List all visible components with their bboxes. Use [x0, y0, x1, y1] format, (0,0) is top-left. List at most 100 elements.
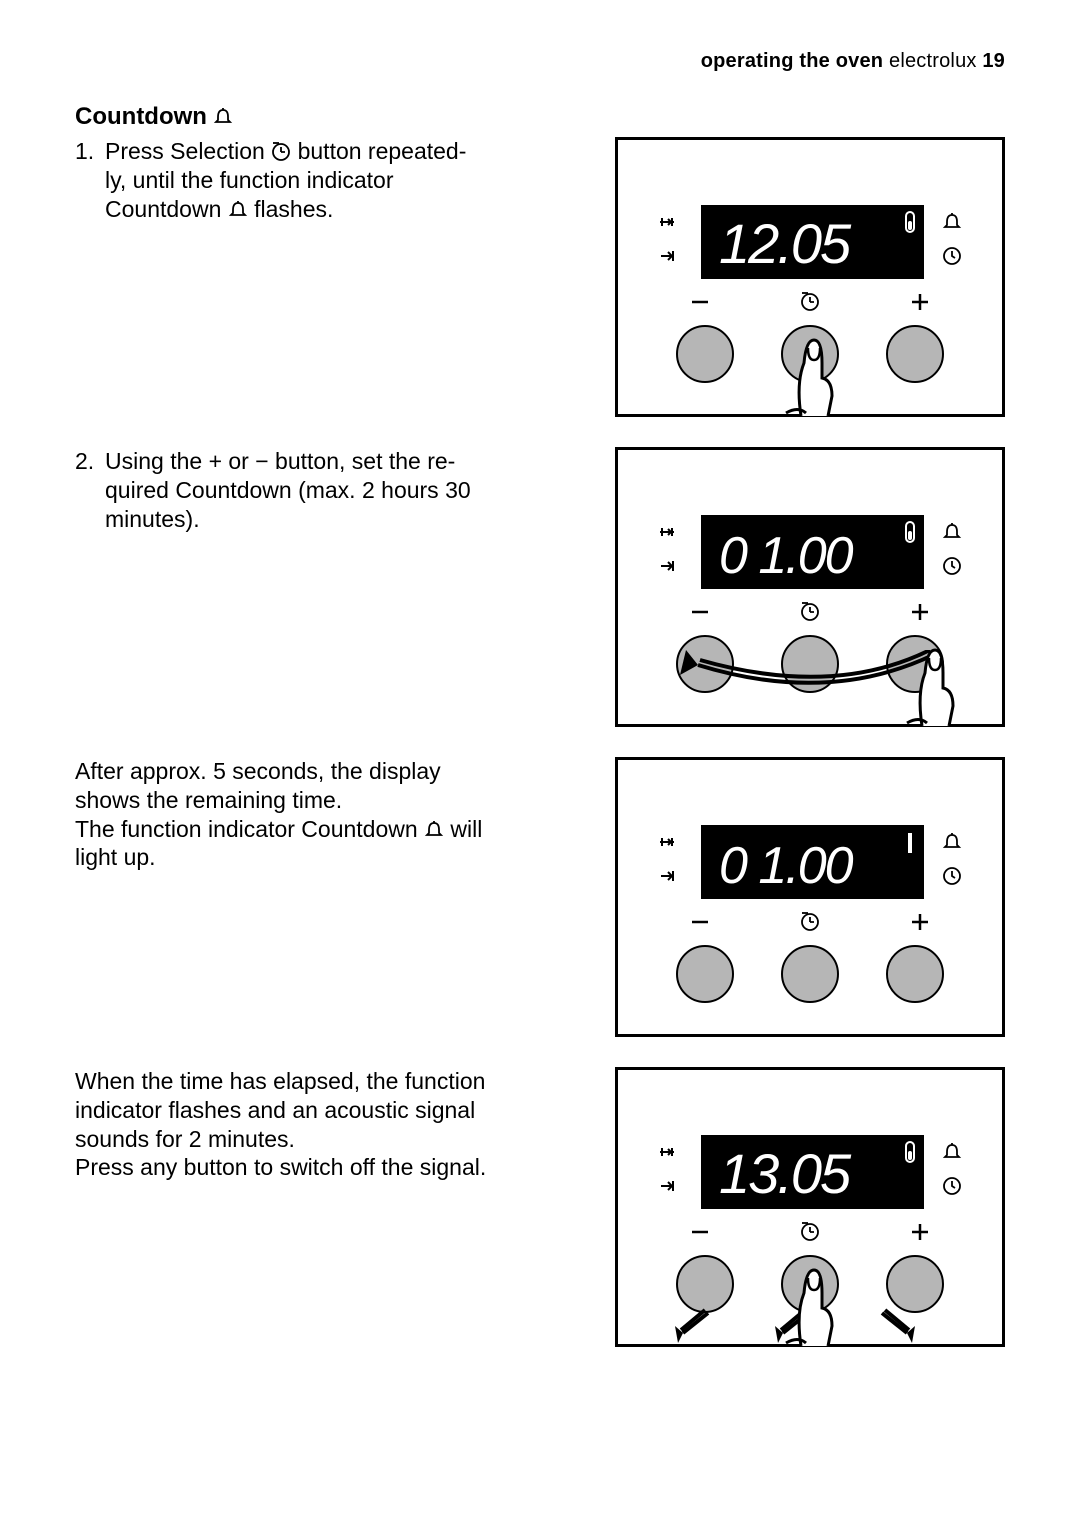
step-3-row: After approx. 5 seconds, the display sho…: [75, 757, 1005, 1037]
minus-icon: [690, 292, 710, 312]
t: Press any button to switch off the signa…: [75, 1154, 486, 1180]
page-header: operating the oven electrolux 19: [75, 50, 1005, 73]
end-icon: [658, 866, 680, 886]
end-icon: [658, 556, 680, 576]
clock-icon: [942, 246, 962, 266]
minus-icon: [690, 912, 710, 932]
step-2-row: 2. Using the + or − button, set the re- …: [75, 447, 1005, 727]
finger-press-icon: [776, 328, 846, 418]
minus-button[interactable]: [676, 945, 734, 1003]
thermometer-icon: [900, 1139, 920, 1167]
bell-icon: [942, 212, 962, 232]
tap-arrow-icon: [673, 1308, 713, 1348]
header-pagenum: 19: [982, 50, 1005, 72]
bell-icon: [424, 820, 444, 840]
finger-press-icon: [776, 1258, 846, 1348]
duration-icon: [658, 832, 680, 852]
display-digits: 13.05: [719, 1143, 899, 1203]
minus-icon: [690, 602, 710, 622]
t: Press Selection: [105, 138, 271, 164]
header-section: operating the oven: [701, 50, 884, 72]
clock-with-bar-icon: [800, 602, 820, 622]
panel-diagram-4: 13.05: [615, 1067, 1005, 1347]
bell-icon: [213, 107, 233, 127]
control-labels: [618, 1222, 1002, 1242]
t: light up.: [75, 844, 156, 870]
plus-button[interactable]: [886, 1255, 944, 1313]
duration-icon: [658, 212, 680, 232]
right-indicators: [942, 522, 962, 576]
control-labels: [618, 602, 1002, 622]
step-2-text: 2. Using the + or − button, set the re- …: [75, 447, 595, 533]
control-labels: [618, 912, 1002, 932]
thermometer-icon: [900, 519, 920, 547]
display-value-3: 0 1.00: [719, 837, 854, 893]
t: After approx. 5 seconds, the display: [75, 758, 441, 784]
minus-button[interactable]: [676, 325, 734, 383]
section-title: Countdown: [75, 103, 1005, 131]
left-indicators: [658, 832, 680, 886]
minus-button[interactable]: [676, 1255, 734, 1313]
t: indicator flashes and an acoustic signal: [75, 1097, 475, 1123]
panel-diagram-2: 0 1.00: [615, 447, 1005, 727]
right-indicators: [942, 212, 962, 266]
tap-arrow-icon: [877, 1308, 917, 1348]
display-value-2: 0 1.00: [719, 527, 854, 583]
bell-icon: [942, 1142, 962, 1162]
end-icon: [658, 246, 680, 266]
clock-icon: [942, 866, 962, 886]
left-indicators: [658, 522, 680, 576]
t: quired Countdown (max. 2 hours 30: [105, 477, 471, 503]
plus-button[interactable]: [886, 945, 944, 1003]
t: button, set the re-: [269, 448, 456, 474]
display-digits: 12.05: [719, 213, 899, 273]
plus-button[interactable]: [886, 325, 944, 383]
bell-icon: [942, 522, 962, 542]
clock-icon: [942, 1176, 962, 1196]
clock-icon: [942, 556, 962, 576]
thermometer-bar-icon: [900, 829, 920, 857]
display-value-4: 13.05: [719, 1143, 852, 1203]
t: −: [255, 448, 268, 474]
clock-with-bar-icon: [800, 912, 820, 932]
header-brand: electrolux: [883, 50, 982, 72]
clock-with-bar-icon: [800, 292, 820, 312]
display-screen: 0 1.00: [701, 825, 924, 899]
display-screen: 12.05: [701, 205, 924, 279]
t: sounds for 2 minutes.: [75, 1126, 295, 1152]
plus-icon: [910, 1222, 930, 1242]
clock-with-bar-icon: [271, 142, 291, 162]
button-row: [618, 945, 1002, 1003]
end-icon: [658, 1176, 680, 1196]
t: or: [222, 448, 255, 474]
t: The function indicator Countdown: [75, 816, 424, 842]
finger-press-icon: [897, 638, 967, 728]
display-screen: 0 1.00: [701, 515, 924, 589]
plus-icon: [910, 292, 930, 312]
t: Countdown: [105, 196, 228, 222]
step-3-text: After approx. 5 seconds, the display sho…: [75, 757, 595, 872]
minus-icon: [690, 1222, 710, 1242]
step-1-number: 1.: [75, 137, 94, 166]
t: Using the: [105, 448, 209, 474]
t: When the time has elapsed, the function: [75, 1068, 485, 1094]
step-1-text: 1. Press Selection button repeated- ly, …: [75, 137, 595, 223]
t: shows the remaining time.: [75, 787, 342, 813]
panel-diagram-3: 0 1.00: [615, 757, 1005, 1037]
thermometer-icon: [900, 209, 920, 237]
right-indicators: [942, 1142, 962, 1196]
control-labels: [618, 292, 1002, 312]
t: button repeated-: [291, 138, 466, 164]
plus-icon: [910, 602, 930, 622]
right-indicators: [942, 832, 962, 886]
step-2-number: 2.: [75, 447, 94, 476]
display-digits: 0 1.00: [719, 833, 899, 893]
t: minutes).: [105, 506, 200, 532]
left-indicators: [658, 1142, 680, 1196]
panel-diagram-1: 12.05: [615, 137, 1005, 417]
t: will: [444, 816, 482, 842]
selection-button[interactable]: [781, 945, 839, 1003]
duration-icon: [658, 522, 680, 542]
step-1-row: 1. Press Selection button repeated- ly, …: [75, 137, 1005, 417]
step-4-text: When the time has elapsed, the function …: [75, 1067, 595, 1182]
